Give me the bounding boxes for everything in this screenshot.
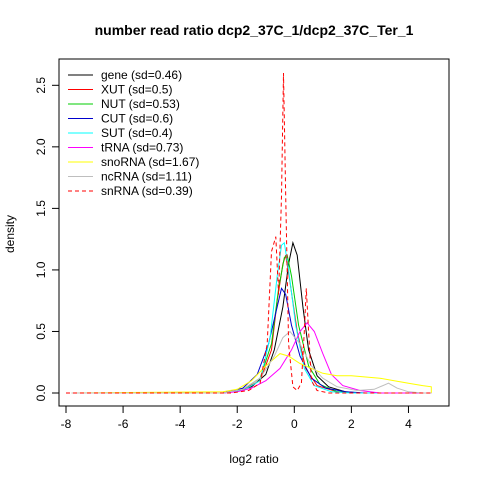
series-line-7 (71, 330, 432, 394)
chart-title: number read ratio dcp2_37C_1/dcp2_37C_Te… (95, 22, 414, 38)
x-tick-label: 2 (348, 417, 355, 431)
x-axis-label: log2 ratio (229, 452, 279, 466)
legend-label-1: XUT (sd=0.5) (101, 83, 172, 97)
y-tick-label: 1.5 (34, 200, 48, 217)
series-line-1 (71, 255, 432, 394)
series-line-5 (71, 322, 432, 394)
y-tick-label: 2.5 (34, 77, 48, 94)
legend-label-2: NUT (sd=0.53) (101, 97, 180, 111)
y-tick-label: 0.0 (34, 384, 48, 401)
x-tick-label: -4 (175, 417, 186, 431)
legend-label-3: CUT (sd=0.6) (101, 112, 173, 126)
legend-label-5: tRNA (sd=0.73) (101, 141, 183, 155)
y-axis-label: density (3, 215, 17, 253)
x-tick-label: 4 (405, 417, 412, 431)
x-tick-label: 0 (291, 417, 298, 431)
legend-label-4: SUT (sd=0.4) (101, 126, 172, 140)
x-tick-label: -8 (61, 417, 72, 431)
series-line-4 (71, 241, 432, 394)
legend-label-8: snRNA (sd=0.39) (101, 184, 193, 198)
legend-label-7: ncRNA (sd=1.11) (101, 170, 192, 184)
y-axis: 0.0 0.5 1.0 1.5 2.0 2.5 (34, 77, 60, 401)
x-tick-label: -2 (232, 417, 243, 431)
x-axis: -8 -6 -4 -2 0 2 4 (61, 405, 412, 431)
legend-label-0: gene (sd=0.46) (101, 68, 182, 82)
series-line-8 (66, 72, 432, 394)
y-tick-label: 2.0 (34, 138, 48, 155)
legend-label-6: snoRNA (sd=1.67) (101, 155, 199, 169)
y-tick-label: 1.0 (34, 261, 48, 278)
series-line-6 (71, 353, 432, 394)
y-tick-label: 0.5 (34, 323, 48, 340)
legend: gene (sd=0.46)XUT (sd=0.5)NUT (sd=0.53)C… (68, 68, 199, 198)
x-tick-label: -6 (118, 417, 129, 431)
series-layer (66, 72, 432, 394)
